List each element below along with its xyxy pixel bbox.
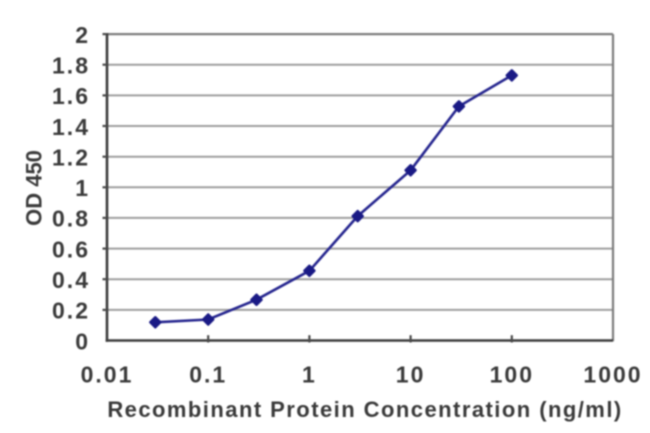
svg-text:0.01: 0.01 (81, 361, 134, 387)
svg-text:OD 450: OD 450 (22, 150, 47, 226)
svg-text:0: 0 (75, 328, 90, 354)
svg-text:2: 2 (75, 22, 90, 48)
svg-text:1.2: 1.2 (52, 145, 90, 171)
svg-text:1000: 1000 (583, 361, 642, 387)
svg-text:0.2: 0.2 (52, 298, 90, 324)
svg-text:1.6: 1.6 (52, 83, 90, 109)
svg-text:1: 1 (302, 361, 317, 387)
svg-text:1.8: 1.8 (52, 53, 90, 79)
svg-text:0.4: 0.4 (52, 267, 90, 293)
svg-text:1: 1 (75, 175, 90, 201)
svg-text:10: 10 (396, 361, 426, 387)
svg-text:100: 100 (490, 361, 534, 387)
svg-text:Recombinant Protein Concentrat: Recombinant Protein Concentration (ng/ml… (107, 397, 622, 422)
svg-text:0.8: 0.8 (52, 206, 90, 232)
svg-text:0.1: 0.1 (189, 361, 227, 387)
svg-text:1.4: 1.4 (52, 114, 90, 140)
svg-text:0.6: 0.6 (52, 236, 90, 262)
